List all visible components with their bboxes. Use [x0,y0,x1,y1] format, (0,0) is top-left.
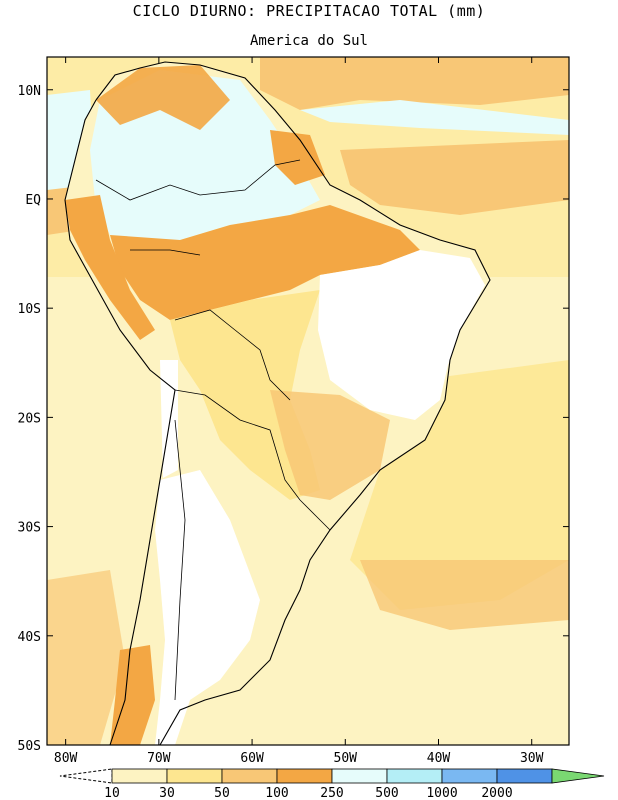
legend-label: 2000 [481,786,512,800]
legend-color-box [166,768,223,784]
itcz-north-band [260,57,569,110]
lat-tick-label: 10N [18,84,41,99]
north-coast-orange [96,65,230,130]
map-title: CICLO DIURNO: PRECIPITACAO TOTAL (mm) [132,2,486,20]
lat-tick-label: 50S [18,739,41,754]
guianas-orange [270,130,325,185]
south-brazil-orange [270,390,390,500]
coastlines [64,61,491,745]
south-atlantic-band [360,560,569,630]
legend-color-box [111,768,168,784]
lat-tick-label: 30S [18,521,41,536]
lat-tick-label: 40S [18,630,41,645]
lon-tick-label: 70W [147,751,171,766]
legend-color-box [386,768,443,784]
lon-tick-label: 30W [520,751,544,766]
central-brazil-band [170,290,320,500]
andes-orange-strip [65,195,155,340]
legend-label: 250 [320,786,343,800]
legend-color-box [331,768,388,784]
legend-over-triangle [551,768,605,784]
legend-label: 100 [265,786,288,800]
itcz-south-band [340,140,569,215]
longitude-axis: 80W 70W 60W 50W 40W 30W [54,57,544,766]
latitude-axis: 10N EQ 10S 20S 30S 40S 50S [18,84,569,754]
legend-label: 30 [159,786,175,800]
atacama-dry [160,360,178,478]
legend-color-box [496,768,553,784]
patagonia-dry [155,470,260,745]
map-subtitle: America do Sul [249,33,368,49]
legend-color-box [221,768,278,784]
legend-label: 10 [104,786,120,800]
lat-tick-label: 10S [18,302,41,317]
legend-color-box [441,768,498,784]
lat-tick-label: EQ [25,193,41,208]
itcz-blue-band [300,100,569,135]
lon-tick-label: 80W [54,751,78,766]
legend-label: 500 [375,786,398,800]
map-frame [46,56,570,746]
country-borders [95,159,331,701]
southern-chile-orange [110,645,155,745]
legend-label: 1000 [426,786,457,800]
amazon-orange-belt [110,205,420,320]
lon-tick-label: 60W [240,751,264,766]
color-legend: 10 30 50 100 250 500 1000 2000 [59,768,605,800]
northeast-brazil-dry [318,250,485,420]
lon-tick-label: 50W [334,751,358,766]
southern-pacific-field [47,570,125,745]
lat-tick-label: 20S [18,411,41,426]
legend-color-box [276,768,333,784]
legend-under-triangle [59,768,113,784]
legend-label: 50 [214,786,230,800]
lon-tick-label: 40W [427,751,451,766]
map-content [47,57,569,745]
